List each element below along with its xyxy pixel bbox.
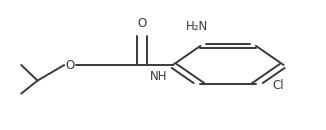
Text: Cl: Cl xyxy=(272,79,284,92)
Text: NH: NH xyxy=(150,70,168,83)
Text: H₂N: H₂N xyxy=(186,20,208,33)
Text: O: O xyxy=(137,17,146,30)
Text: O: O xyxy=(66,58,75,72)
